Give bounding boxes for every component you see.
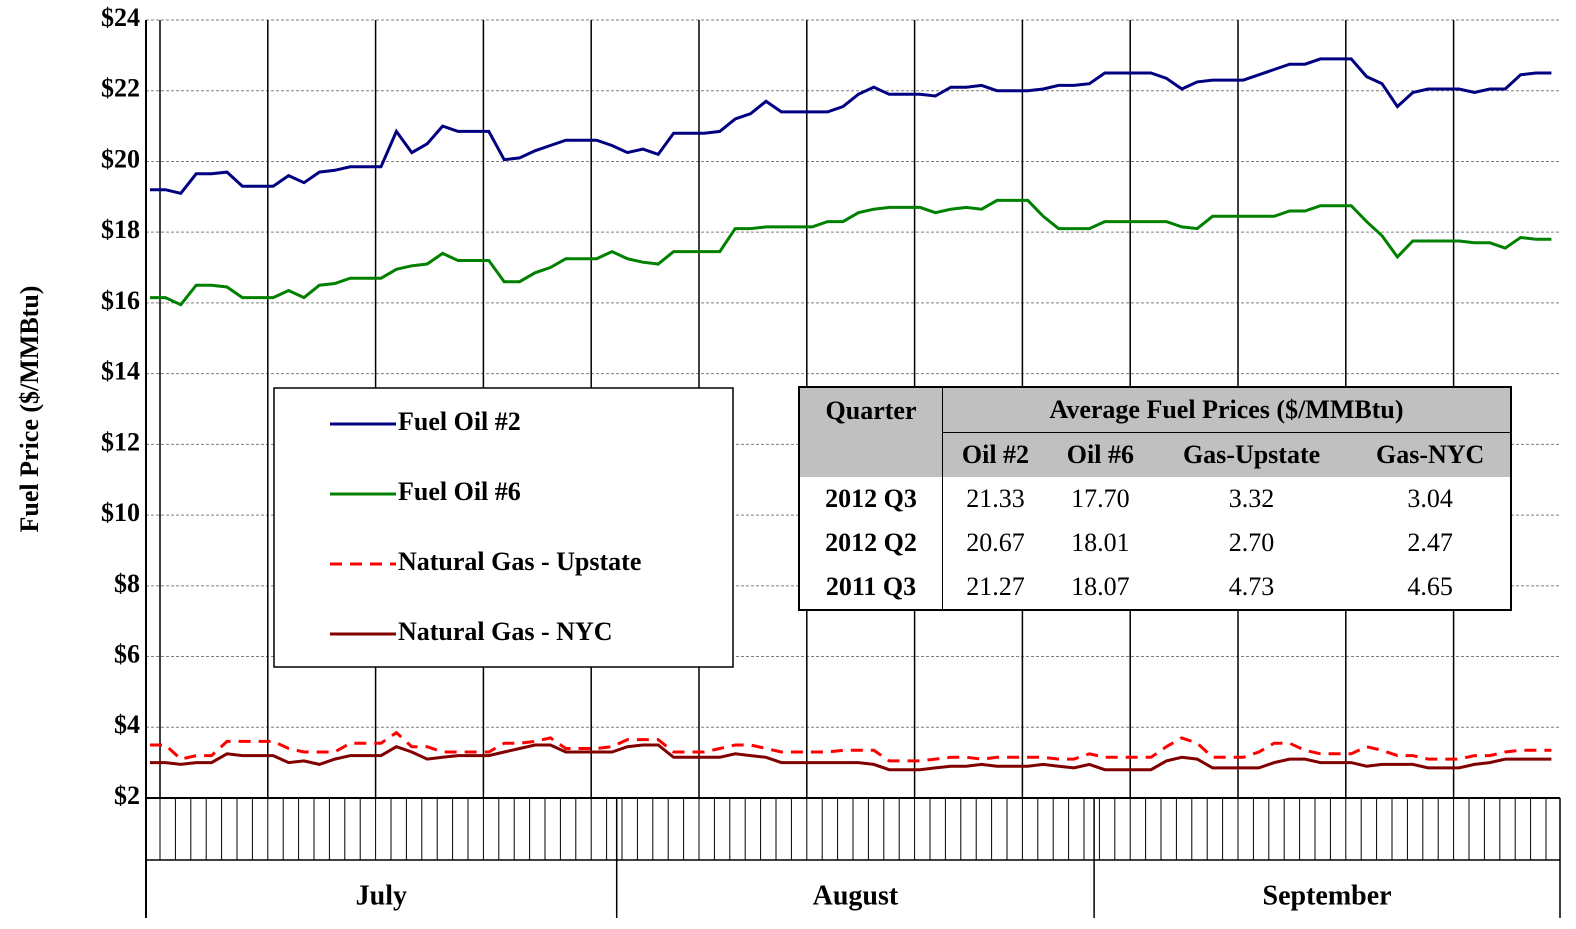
y-tick-label: $6 — [114, 640, 140, 669]
y-tick-label: $10 — [101, 498, 140, 527]
legend-label: Fuel Oil #6 — [398, 477, 521, 506]
series-line — [150, 198, 1552, 307]
table-cell: 17.70 — [1071, 484, 1130, 513]
legend-box — [273, 387, 734, 668]
table-header-row: Quarter Average Fuel Prices ($/MMBtu) — [799, 387, 1511, 477]
table-cell: 3.04 — [1407, 484, 1453, 513]
table-column-header: Gas-Upstate — [1152, 432, 1351, 477]
x-group-label: July — [356, 880, 407, 911]
table-cell: 20.67 — [966, 528, 1025, 557]
table-cell: 21.27 — [966, 572, 1025, 601]
x-group-label: September — [1263, 880, 1392, 911]
table-cell: 21.33 — [966, 484, 1025, 513]
table-column-header: Gas-NYC — [1350, 432, 1511, 477]
table-row: 2012 Q3 21.33 17.70 3.32 3.04 — [799, 477, 1511, 521]
y-tick-label: $4 — [114, 710, 140, 739]
table-cell: 4.65 — [1407, 572, 1453, 601]
y-tick-label: $18 — [101, 215, 140, 244]
table-row: 2012 Q2 20.67 18.01 2.70 2.47 — [799, 521, 1511, 565]
legend-label: Natural Gas - NYC — [398, 617, 613, 646]
series-line — [150, 743, 1552, 772]
series-line — [150, 57, 1552, 195]
table-cell: 3.32 — [1228, 484, 1275, 513]
table-header: Quarter — [799, 387, 943, 477]
y-tick-label: $22 — [101, 74, 140, 103]
table-cell: 4.73 — [1228, 572, 1275, 601]
table-row-header: 2012 Q2 — [799, 521, 943, 565]
table-row-header: 2011 Q3 — [799, 565, 943, 610]
table-subheader-row: Oil #2 Oil #6 Gas-Upstate Gas-NYC — [799, 432, 1511, 477]
y-tick-label: $12 — [101, 427, 140, 456]
legend-label: Natural Gas - Upstate — [398, 547, 641, 576]
y-tick-label: $24 — [101, 3, 140, 32]
y-tick-label: $8 — [114, 569, 140, 598]
y-tick-label: $16 — [101, 286, 140, 315]
table-column-header: Oil #6 — [1047, 432, 1153, 477]
summary-table: Quarter Average Fuel Prices ($/MMBtu) Oi… — [798, 386, 1512, 611]
table-header: Average Fuel Prices ($/MMBtu) — [942, 387, 1511, 433]
x-group-label: August — [813, 880, 899, 911]
y-axis-title: Fuel Price ($/MMBtu) — [15, 286, 44, 533]
y-tick-label: $2 — [114, 781, 140, 810]
table-row: 2011 Q3 21.27 18.07 4.73 4.65 — [799, 565, 1511, 610]
table-cell: 18.07 — [1071, 572, 1130, 601]
y-tick-label: $20 — [101, 144, 140, 173]
y-tick-label: $14 — [101, 357, 140, 386]
table-row-header: 2012 Q3 — [799, 477, 943, 521]
table-cell: 2.70 — [1228, 528, 1275, 557]
table-column-header: Oil #2 — [942, 432, 1048, 477]
table-cell: 18.01 — [1071, 528, 1130, 557]
series-line — [150, 730, 1552, 763]
legend-label: Fuel Oil #2 — [398, 407, 521, 436]
table-cell: 2.47 — [1407, 528, 1453, 557]
